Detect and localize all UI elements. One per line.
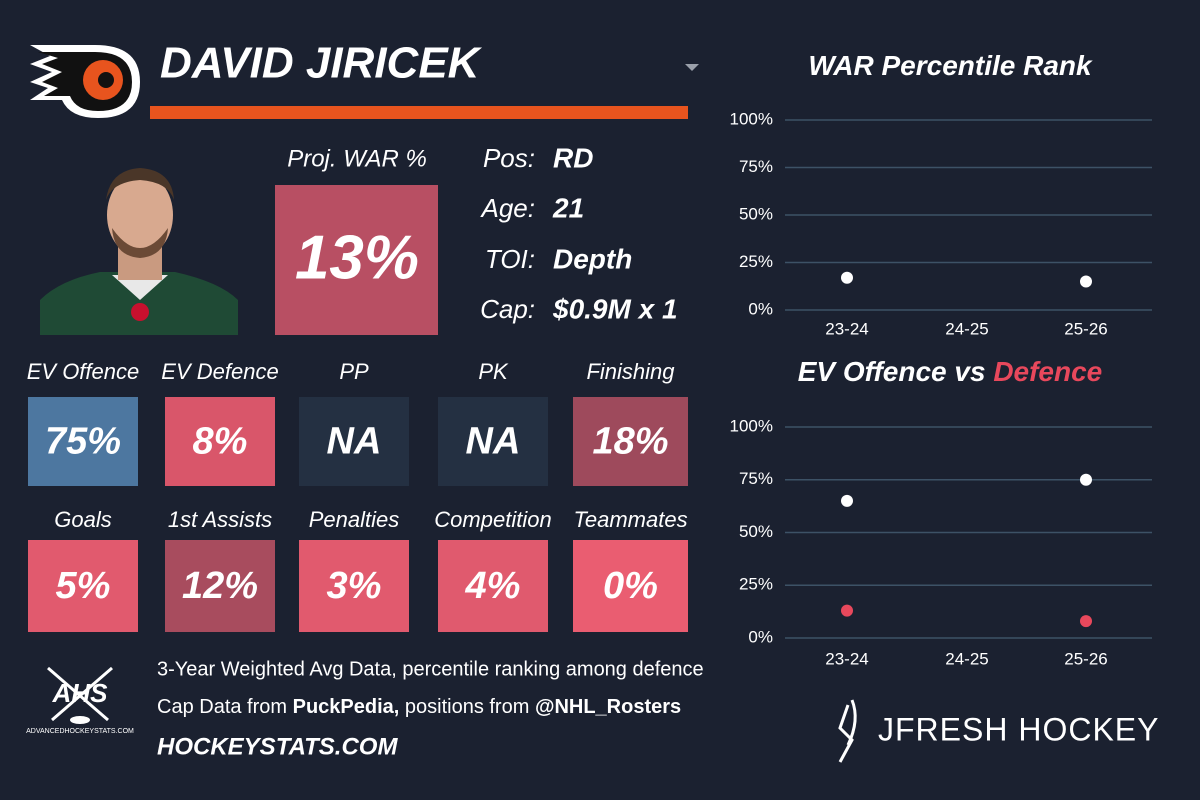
tile-value: 3% — [327, 565, 382, 607]
ahs-logo — [47, 666, 113, 724]
tile-label: Teammates — [573, 507, 687, 532]
tile — [573, 397, 688, 486]
accent-bar — [150, 106, 688, 119]
brand-logo — [838, 699, 857, 763]
chart-title-highlight: Defence — [993, 356, 1102, 387]
tile — [165, 540, 275, 632]
point — [1080, 615, 1092, 628]
tile-label: PP — [339, 359, 369, 384]
y-tick-label: 50% — [739, 204, 773, 223]
y-tick-label: 100% — [730, 109, 773, 128]
x-tick-label: 25-26 — [1064, 649, 1107, 668]
chart-title-text: EV Offence vs — [798, 356, 994, 387]
tile-value: 5% — [56, 565, 111, 607]
tile-value: NA — [466, 421, 521, 463]
info-label: Cap: — [480, 294, 535, 324]
info-label: Age: — [480, 193, 536, 223]
x-tick-label: 23-24 — [825, 319, 868, 338]
tile-label: Goals — [54, 507, 111, 532]
tile-label: Competition — [434, 507, 551, 532]
team-logo — [30, 45, 140, 118]
point — [841, 271, 853, 284]
ahs-logo-text: AHS — [52, 678, 109, 708]
tile-value: 12% — [182, 565, 258, 607]
info-value: Depth — [553, 243, 632, 274]
y-tick-label: 0% — [748, 299, 773, 318]
dropdown-arrow[interactable] — [685, 64, 699, 71]
tile-label: EV Defence — [161, 359, 278, 384]
tile — [299, 540, 409, 632]
tile-value: NA — [327, 421, 382, 463]
tile-value: 18% — [592, 421, 668, 463]
credit-text: Cap Data from — [157, 696, 293, 718]
info-label: Pos: — [483, 143, 535, 173]
y-tick-label: 75% — [739, 469, 773, 488]
tile-value: 8% — [193, 421, 248, 463]
tile-label: 1st Assists — [168, 507, 272, 532]
info-label: TOI: — [485, 244, 535, 274]
point — [1080, 275, 1092, 288]
tile-label: EV Offence — [27, 359, 140, 384]
player-photo — [40, 168, 238, 335]
y-tick-label: 25% — [739, 575, 773, 594]
tile — [28, 540, 138, 632]
brand-name: JFRESH HOCKEY — [878, 711, 1159, 747]
chart-title: EV Offence vs Defence — [798, 356, 1103, 387]
tile — [165, 397, 275, 486]
x-tick-label: 24-25 — [945, 649, 988, 668]
player-name: DAVID JIRICEK — [160, 39, 483, 88]
x-tick-label: 24-25 — [945, 319, 988, 338]
tile — [438, 540, 548, 632]
x-tick-label: 25-26 — [1064, 319, 1107, 338]
y-tick-label: 75% — [739, 157, 773, 176]
point — [1080, 473, 1092, 486]
info-value: RD — [553, 142, 593, 173]
tile-label: Finishing — [586, 359, 675, 384]
point — [841, 604, 853, 617]
y-tick-label: 0% — [748, 627, 773, 646]
info-value: 21 — [552, 192, 584, 223]
proj-war-label: Proj. WAR % — [287, 145, 427, 172]
credit-source: @NHL_Rosters — [535, 696, 681, 718]
chart-title-text: WAR Percentile Rank — [808, 50, 1093, 81]
tile — [573, 540, 688, 632]
tile — [438, 397, 548, 486]
tile-value: 0% — [603, 565, 658, 607]
footer-credits: Cap Data from PuckPedia, positions from … — [157, 696, 681, 718]
info-value: $0.9M x 1 — [552, 293, 678, 324]
ahs-logo-site: ADVANCEDHOCKEYSTATS.COM — [26, 728, 134, 735]
proj-war-value: 13% — [295, 223, 419, 292]
point — [841, 494, 853, 507]
x-tick-label: 23-24 — [825, 649, 868, 668]
chart-title: WAR Percentile Rank — [808, 50, 1093, 81]
proj-war-tile — [275, 185, 438, 335]
tile-label: Penalties — [309, 507, 400, 532]
footer-site: HOCKEYSTATS.COM — [157, 733, 398, 760]
y-tick-label: 100% — [730, 416, 773, 435]
tile-label: PK — [478, 359, 509, 384]
credit-source: PuckPedia, — [293, 696, 400, 718]
tile — [28, 397, 138, 486]
credit-text: positions from — [399, 696, 535, 718]
tile — [299, 397, 409, 486]
y-tick-label: 50% — [739, 522, 773, 541]
tile-value: 75% — [45, 421, 121, 463]
tile-value: 4% — [465, 565, 521, 607]
footer-note: 3-Year Weighted Avg Data, percentile ran… — [157, 658, 704, 680]
y-tick-label: 25% — [739, 252, 773, 271]
